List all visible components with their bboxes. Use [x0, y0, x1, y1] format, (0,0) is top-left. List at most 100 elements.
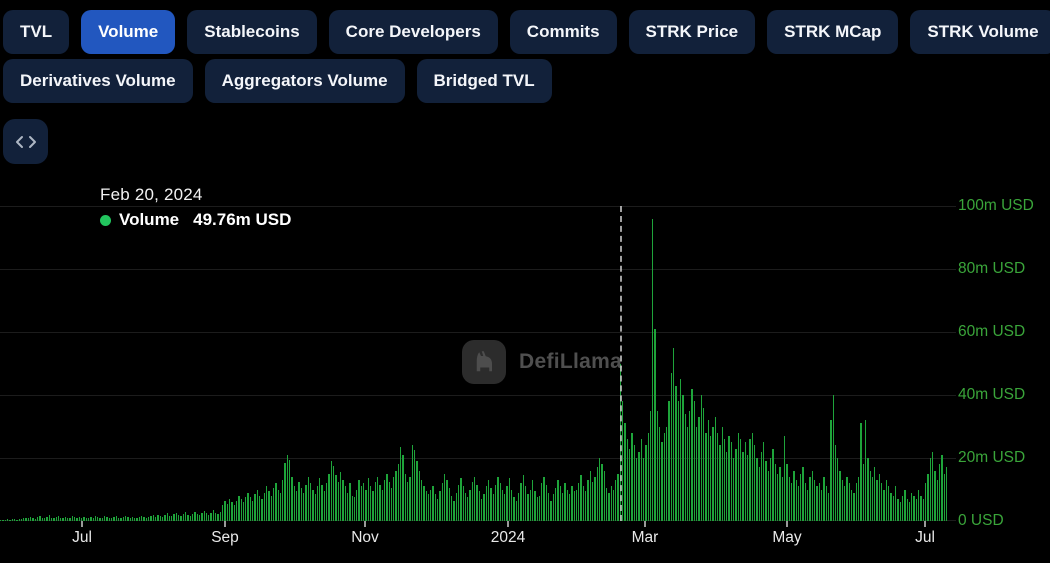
volume-bar[interactable] [228, 498, 231, 521]
volume-bar[interactable] [478, 491, 480, 521]
volume-bar[interactable] [733, 458, 735, 521]
volume-bar[interactable] [298, 481, 300, 521]
volume-bar[interactable] [610, 486, 612, 521]
volume-bar[interactable] [892, 495, 894, 521]
volume-bar[interactable] [545, 484, 548, 521]
volume-bar[interactable] [561, 492, 564, 521]
volume-bar[interactable] [67, 518, 69, 521]
volume-bar[interactable] [284, 462, 286, 521]
volume-bar[interactable] [705, 432, 707, 521]
volume-bar[interactable] [339, 472, 342, 521]
volume-bar[interactable] [855, 483, 857, 521]
volume-bar[interactable] [43, 518, 46, 521]
volume-bar[interactable] [99, 518, 101, 521]
volume-bar[interactable] [432, 486, 434, 521]
volume-bar[interactable] [941, 454, 943, 521]
volume-bar[interactable] [809, 476, 811, 521]
volume-bar[interactable] [62, 517, 64, 521]
volume-bar[interactable] [494, 484, 497, 521]
volume-bar[interactable] [279, 492, 282, 521]
volume-bar[interactable] [816, 486, 818, 521]
volume-bar[interactable] [173, 514, 175, 521]
volume-bar[interactable] [254, 494, 256, 521]
volume-bar[interactable] [309, 483, 312, 521]
volume-bar[interactable] [314, 494, 316, 521]
volume-bar[interactable] [215, 512, 217, 521]
tab-derivatives-volume[interactable]: Derivatives Volume [3, 59, 193, 103]
volume-bar[interactable] [915, 498, 918, 521]
volume-bar[interactable] [698, 417, 700, 521]
volume-bar[interactable] [550, 500, 552, 521]
volume-bar[interactable] [296, 491, 298, 521]
volume-bar[interactable] [41, 517, 43, 521]
volume-bar[interactable] [353, 497, 356, 521]
volume-bar[interactable] [74, 517, 76, 521]
volume-bar[interactable] [411, 445, 413, 521]
volume-bar[interactable] [871, 476, 874, 521]
volume-bar[interactable] [407, 481, 409, 521]
volume-bar[interactable] [127, 517, 129, 521]
volume-bar[interactable] [50, 517, 53, 521]
volume-bar[interactable] [700, 395, 702, 521]
volume-bar[interactable] [670, 372, 672, 521]
chart-plot[interactable] [0, 206, 956, 521]
volume-bar[interactable] [851, 489, 853, 521]
volume-bar[interactable] [661, 442, 663, 521]
volume-bar[interactable] [802, 467, 804, 521]
volume-bar[interactable] [453, 500, 455, 521]
volume-bar[interactable] [931, 451, 934, 521]
volume-bar[interactable] [797, 486, 800, 521]
volume-bar[interactable] [666, 426, 668, 521]
volume-bar[interactable] [760, 451, 763, 521]
tab-tvl[interactable]: TVL [3, 10, 70, 54]
volume-bar[interactable] [265, 486, 268, 521]
volume-bar[interactable] [756, 458, 758, 521]
tab-aggregators-volume[interactable]: Aggregators Volume [204, 59, 405, 103]
volume-bar[interactable] [504, 494, 506, 521]
volume-bar[interactable] [224, 500, 226, 521]
volume-bar[interactable] [663, 432, 665, 521]
volume-bar[interactable] [471, 481, 474, 521]
volume-bar[interactable] [161, 516, 164, 521]
volume-bar[interactable] [240, 498, 242, 521]
volume-bar[interactable] [219, 511, 221, 521]
volume-bar[interactable] [69, 517, 71, 521]
volume-bar[interactable] [726, 451, 728, 521]
volume-bar[interactable] [841, 480, 844, 521]
volume-bar[interactable] [397, 464, 400, 521]
volume-bar[interactable] [178, 515, 180, 521]
volume-bar[interactable] [185, 512, 187, 521]
volume-bar[interactable] [134, 517, 136, 521]
volume-bar[interactable] [575, 489, 578, 521]
volume-bar[interactable] [492, 494, 494, 521]
volume-bar[interactable] [767, 470, 770, 521]
volume-bar[interactable] [885, 480, 887, 521]
volume-bar[interactable] [918, 489, 920, 521]
volume-bar[interactable] [728, 435, 730, 521]
volume-bar[interactable] [862, 464, 864, 521]
volume-bar[interactable] [448, 487, 450, 521]
volume-bar[interactable] [839, 470, 841, 521]
volume-bar[interactable] [908, 502, 911, 521]
volume-bar[interactable] [182, 514, 184, 521]
volume-bar[interactable] [566, 489, 568, 521]
volume-bar[interactable] [268, 491, 270, 521]
volume-bar[interactable] [20, 519, 23, 521]
volume-bar[interactable] [270, 495, 272, 521]
volume-bar[interactable] [427, 494, 430, 521]
volume-bar[interactable] [272, 487, 275, 521]
volume-bar[interactable] [894, 486, 897, 521]
volume-bar[interactable] [837, 458, 839, 521]
volume-bar[interactable] [515, 500, 517, 521]
volume-bar[interactable] [656, 410, 659, 521]
volume-bar[interactable] [2, 519, 4, 521]
volume-bar[interactable] [152, 515, 154, 521]
volume-bar[interactable] [423, 486, 425, 521]
volume-bar[interactable] [527, 494, 529, 521]
volume-bar[interactable] [684, 413, 686, 521]
volume-bar[interactable] [557, 480, 559, 521]
volume-bar[interactable] [677, 401, 679, 521]
volume-bar[interactable] [721, 426, 723, 521]
volume-bar[interactable] [333, 465, 335, 521]
volume-bar[interactable] [335, 475, 337, 521]
